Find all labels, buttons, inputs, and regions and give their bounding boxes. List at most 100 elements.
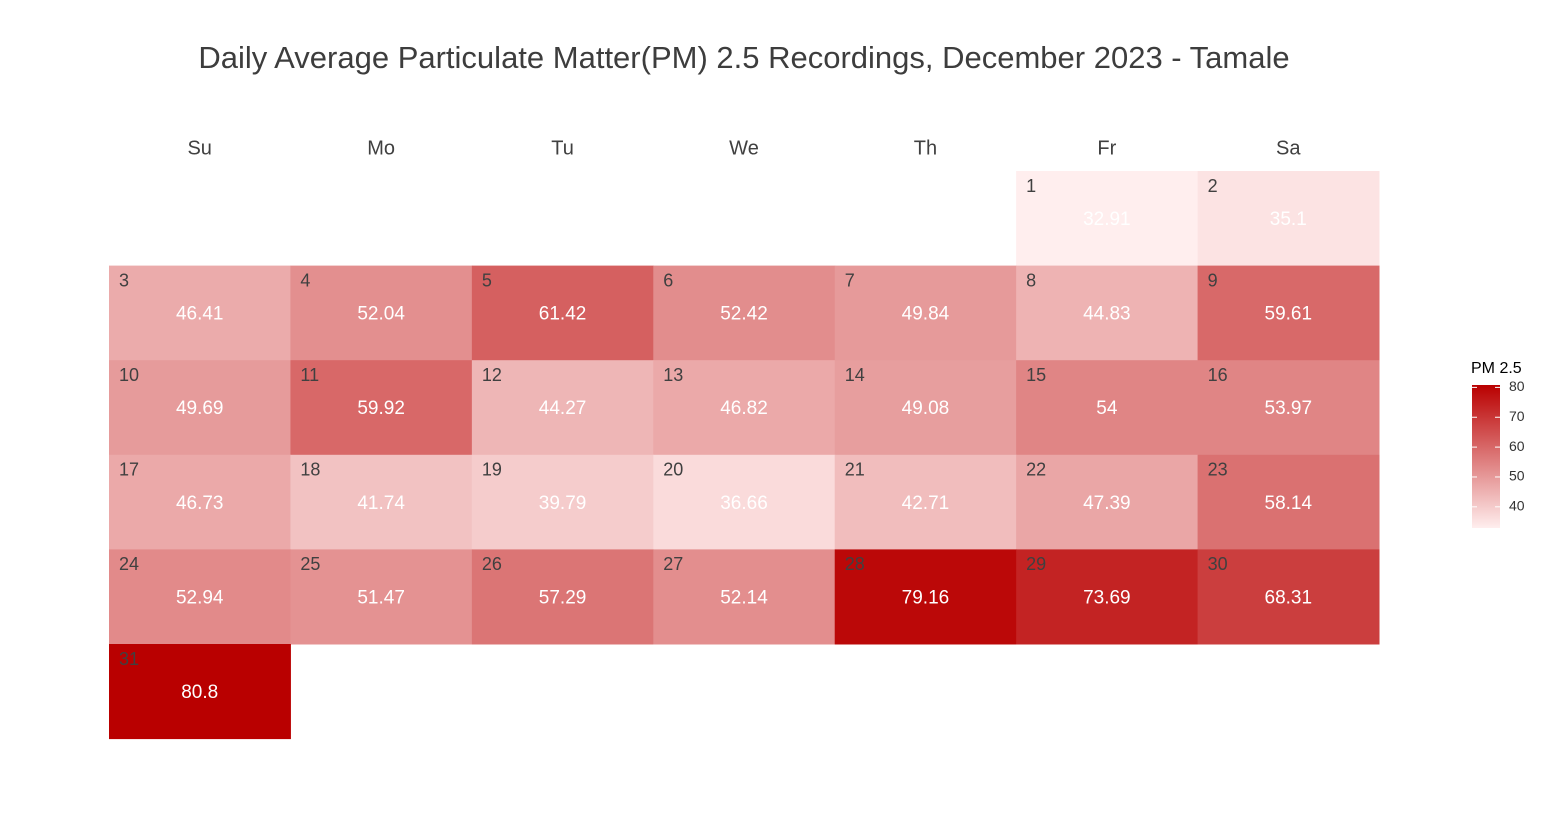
day-cell-fill xyxy=(290,265,473,361)
day-number-label: 18 xyxy=(300,460,320,480)
day-cell: 29 73.69 xyxy=(1016,549,1199,645)
day-cell-fill xyxy=(653,360,836,456)
legend-title: PM 2.5 xyxy=(1471,360,1522,377)
day-cell-fill xyxy=(834,549,1017,645)
day-value-label: 47.39 xyxy=(1083,493,1131,514)
day-number-label: 28 xyxy=(845,554,865,574)
day-number-label: 10 xyxy=(119,365,139,385)
legend-tick-label: 80 xyxy=(1509,378,1525,394)
day-cell-fill xyxy=(653,265,836,361)
day-number-label: 26 xyxy=(482,554,502,574)
day-value-label: 73.69 xyxy=(1083,587,1131,608)
legend-color-bar xyxy=(1472,385,1500,528)
day-cell-fill xyxy=(1197,265,1380,361)
day-number-label: 16 xyxy=(1208,365,1228,385)
day-cell-fill xyxy=(1197,549,1380,645)
day-cell-fill xyxy=(290,360,473,456)
day-number-label: 17 xyxy=(119,460,139,480)
day-cell-fill xyxy=(1016,360,1199,456)
day-cell-fill xyxy=(109,360,291,456)
day-cell-fill xyxy=(290,454,473,550)
day-cell-fill xyxy=(1016,454,1199,550)
day-cell-fill xyxy=(290,549,473,645)
day-cell: 31 80.8 xyxy=(109,644,291,740)
day-cell: 20 36.66 xyxy=(653,454,836,550)
day-value-label: 42.71 xyxy=(902,493,950,514)
day-number-label: 24 xyxy=(119,554,139,574)
day-number-label: 29 xyxy=(1026,554,1046,574)
day-cell: 14 49.08 xyxy=(834,360,1017,456)
day-value-label: 44.83 xyxy=(1083,304,1131,325)
day-cell: 25 51.47 xyxy=(290,549,473,645)
day-value-label: 46.82 xyxy=(720,398,768,419)
day-number-label: 15 xyxy=(1026,365,1046,385)
weekday-label: Fr xyxy=(1097,137,1116,159)
day-value-label: 44.27 xyxy=(539,398,587,419)
day-cell: 452.04 xyxy=(290,265,473,361)
day-cell: 11 59.92 xyxy=(290,360,473,456)
day-number-label: 3 xyxy=(119,270,129,290)
day-value-label: 49.69 xyxy=(176,398,224,419)
day-cell-fill xyxy=(834,265,1017,361)
day-value-label: 49.08 xyxy=(902,398,950,419)
day-cell-fill xyxy=(653,549,836,645)
legend-tick-label: 40 xyxy=(1509,498,1525,514)
chart-title: Daily Average Particulate Matter(PM) 2.5… xyxy=(198,40,1290,75)
day-number-label: 19 xyxy=(482,460,502,480)
day-number-label: 21 xyxy=(845,460,865,480)
day-value-label: 51.47 xyxy=(357,587,405,608)
day-cell: 749.84 xyxy=(834,265,1017,361)
day-number-label: 12 xyxy=(482,365,502,385)
day-number-label: 22 xyxy=(1026,460,1046,480)
day-cell-fill xyxy=(1016,549,1199,645)
day-cell: 21 42.71 xyxy=(834,454,1017,550)
day-value-label: 49.84 xyxy=(902,304,950,325)
weekday-header: Su Mo Tu We Th Fr Sa xyxy=(187,137,1301,159)
day-number-label: 23 xyxy=(1208,460,1228,480)
weekday-label: We xyxy=(729,137,759,159)
day-number-label: 31 xyxy=(119,649,139,669)
day-value-label: 57.29 xyxy=(539,587,587,608)
day-cell: 19 39.79 xyxy=(471,454,654,550)
day-cell-fill xyxy=(109,644,291,740)
day-value-label: 61.42 xyxy=(539,304,587,325)
day-cell-fill xyxy=(1016,265,1199,361)
day-number-label: 13 xyxy=(663,365,683,385)
day-number-label: 11 xyxy=(300,365,319,385)
day-cell: 16 53.97 xyxy=(1197,360,1380,456)
calendar-grid: 132.91235.1346.41452.04561.42652.42749.8… xyxy=(109,171,1380,740)
day-number-label: 1 xyxy=(1026,176,1036,196)
day-number-label: 7 xyxy=(845,270,855,290)
day-number-label: 9 xyxy=(1208,270,1218,290)
day-value-label: 53.97 xyxy=(1265,398,1313,419)
day-value-label: 80.8 xyxy=(181,682,218,703)
day-value-label: 35.1 xyxy=(1270,209,1307,230)
day-value-label: 52.42 xyxy=(720,304,768,325)
day-cell-fill xyxy=(471,265,654,361)
day-value-label: 36.66 xyxy=(720,493,768,514)
day-cell: 12 44.27 xyxy=(471,360,654,456)
day-cell-fill xyxy=(834,360,1017,456)
day-cell-fill xyxy=(109,454,291,550)
day-number-label: 8 xyxy=(1026,270,1036,290)
day-cell: 24 52.94 xyxy=(109,549,291,645)
day-value-label: 59.61 xyxy=(1265,304,1313,325)
day-number-label: 30 xyxy=(1208,554,1228,574)
day-number-label: 4 xyxy=(300,270,310,290)
day-cell: 13 46.82 xyxy=(653,360,836,456)
day-value-label: 54 xyxy=(1096,398,1118,419)
day-cell: 346.41 xyxy=(109,265,291,361)
day-cell: 652.42 xyxy=(653,265,836,361)
day-cell: 17 46.73 xyxy=(109,454,291,550)
day-cell-fill xyxy=(471,454,654,550)
day-number-label: 25 xyxy=(300,554,320,574)
day-cell-fill xyxy=(1016,171,1199,267)
day-number-label: 5 xyxy=(482,270,492,290)
weekday-label: Mo xyxy=(367,137,395,159)
day-cell: 30 68.31 xyxy=(1197,549,1380,645)
day-cell: 23 58.14 xyxy=(1197,454,1380,550)
day-cell-fill xyxy=(1197,454,1380,550)
